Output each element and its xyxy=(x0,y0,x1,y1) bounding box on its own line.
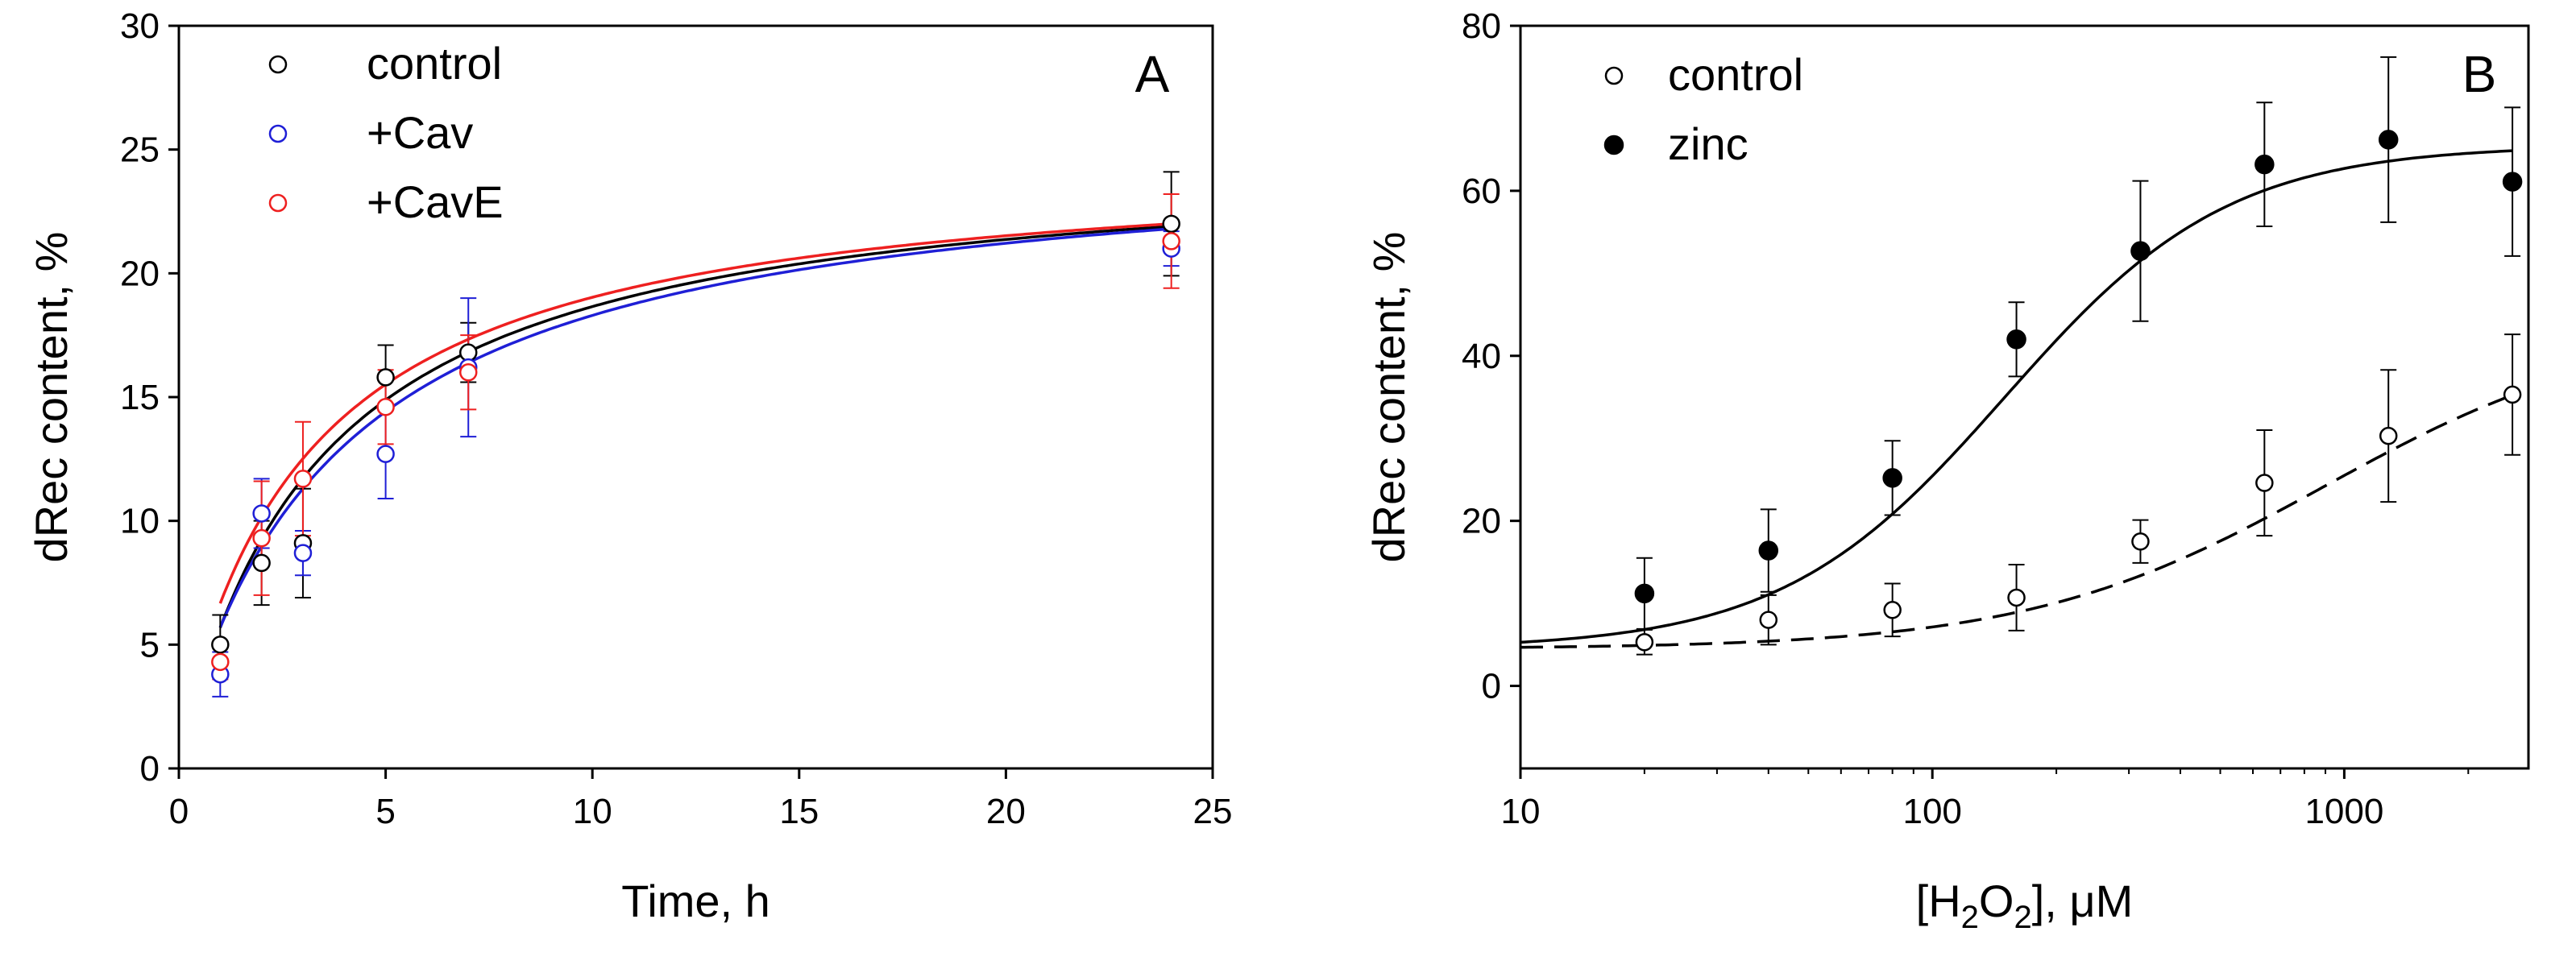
panel-b-data-point-control xyxy=(1883,601,1902,619)
panel-a-y-tick-label: 20 xyxy=(120,254,160,293)
panel-a-legend-item-cav: +Cav xyxy=(268,107,473,158)
panel-b-x-tick-label: 1000 xyxy=(2304,792,2383,831)
panel-a-data-point-cave xyxy=(376,398,395,416)
panel-a-y-axis-title: dRec content, % xyxy=(26,232,77,563)
panel-a-data-point-control xyxy=(252,553,271,573)
panel-a-legend-marker-cave xyxy=(268,193,288,213)
panel-b-data-point-control xyxy=(2131,532,2150,551)
panel-a-y-tick-label: 0 xyxy=(140,749,160,789)
panel-a-x-axis-title: Time, h xyxy=(621,876,770,926)
panel-a: 0 5 10 15 20 25 0 5 10 15 20 25 30 Time, h dRec con… xyxy=(26,6,1233,926)
panel-b-legend-marker-control xyxy=(1604,66,1624,85)
panel-b-data-point-control xyxy=(2503,385,2522,404)
panel-b-y-axis: 0 20 40 60 80 xyxy=(1462,6,1520,706)
panel-a-data-point-cave xyxy=(252,528,271,548)
panel-a-legend-label-cav: +Cav xyxy=(367,107,473,158)
panel-b-data-point-control xyxy=(1759,611,1778,629)
panel-a-data-point-cave xyxy=(1162,232,1180,250)
panel-b-data-point-zinc xyxy=(2255,154,2275,175)
panel-a-data-point-control xyxy=(1162,214,1180,234)
panel-a-legend-label-cave: +CavE xyxy=(367,176,504,227)
panel-b-x-tick-label: 10 xyxy=(1501,792,1541,831)
panel-a-letter: A xyxy=(1135,45,1170,103)
panel-a-y-tick-label: 25 xyxy=(120,130,160,170)
panel-b-y-tick-label: 0 xyxy=(1482,667,1501,706)
panel-a-y-tick-label: 10 xyxy=(120,502,160,541)
panel-a-x-tick-label: 20 xyxy=(986,792,1026,831)
panel-b-y-tick-label: 40 xyxy=(1462,337,1501,376)
panel-a-legend-marker-cav xyxy=(268,124,288,143)
panel-b-x-tick-label: 100 xyxy=(1902,792,1961,831)
panel-a-y-tick-label: 30 xyxy=(120,6,160,46)
panel-b-x-axis: 10 100 1000 xyxy=(1501,768,2470,831)
panel-a-x-axis: 0 5 10 15 20 25 xyxy=(169,768,1233,831)
panel-b-data-point-control xyxy=(2379,426,2398,445)
panel-b-plot-frame xyxy=(1519,24,2530,770)
panel-b-y-axis-title: dRec content, % xyxy=(1363,232,1414,563)
panel-b-data-point-zinc xyxy=(1634,583,1655,604)
panel-a-data-point-control xyxy=(211,636,230,654)
panel-a-data-point-cav xyxy=(376,445,395,463)
panel-a-fit-curve-control xyxy=(218,225,1172,629)
panel-b-legend-label-control: control xyxy=(1668,49,1803,100)
panel-a-x-tick-label: 0 xyxy=(169,792,189,831)
panel-a-data-point-cav xyxy=(252,504,271,523)
panel-a-y-tick-label: 15 xyxy=(120,378,160,417)
panel-b-letter: B xyxy=(2462,45,2497,103)
panel-b-data-point-zinc xyxy=(1882,468,1902,488)
panel-b: 10 100 1000 0 20 40 60 80 [H2O2], μM dRec cont… xyxy=(1363,6,2530,935)
panel-a-legend: control +Cav +CavE xyxy=(268,38,504,227)
panel-b-data-point-zinc xyxy=(2378,130,2399,150)
panel-a-y-axis: 0 5 10 15 20 25 30 xyxy=(120,6,179,789)
panel-b-y-tick-label: 80 xyxy=(1462,6,1501,46)
panel-a-legend-marker-control xyxy=(268,55,288,74)
panel-b-data-point-zinc xyxy=(2006,329,2026,350)
panel-a-data-point-control xyxy=(376,368,395,387)
panel-a-data-point-cave xyxy=(293,470,313,488)
panel-a-fit-curve-cave xyxy=(218,222,1172,604)
panel-a-fit-curve-cav xyxy=(218,227,1172,628)
panel-a-x-tick-label: 25 xyxy=(1193,792,1233,831)
panel-b-legend-item-control: control xyxy=(1604,49,1803,100)
panel-b-legend-label-zinc: zinc xyxy=(1668,118,1748,169)
panel-b-data-point-control xyxy=(1635,633,1654,652)
panel-a-data-point-cave xyxy=(211,652,230,672)
panel-b-data-point-control xyxy=(2007,588,2026,607)
panel-b-legend-marker-zinc xyxy=(1603,135,1624,155)
panel-a-x-tick-label: 10 xyxy=(573,792,612,831)
panel-a-data-point-cav xyxy=(293,544,313,562)
panel-b-data-point-zinc xyxy=(2502,172,2523,192)
panel-a-y-tick-label: 5 xyxy=(140,625,160,665)
panel-b-x-axis-title: [H2O2], μM xyxy=(1916,876,2134,935)
panel-b-fit-curve-control xyxy=(1520,393,2513,649)
panel-a-legend-label-control: control xyxy=(367,38,502,89)
panel-a-data-point-cave xyxy=(458,363,478,382)
panel-a-plot-frame xyxy=(177,24,1214,770)
panel-a-x-tick-label: 5 xyxy=(375,792,395,831)
panel-a-data-point-control xyxy=(458,343,478,362)
panel-b-data-point-zinc xyxy=(1758,540,1779,561)
panel-b-y-tick-label: 60 xyxy=(1462,172,1501,211)
panel-b-legend: control zinc xyxy=(1603,49,1803,169)
panel-b-fit-curve-zinc xyxy=(1520,149,2513,644)
panel-b-y-tick-label: 20 xyxy=(1462,502,1501,541)
panel-b-legend-item-zinc: zinc xyxy=(1603,118,1748,169)
panel-b-data-point-zinc xyxy=(2130,241,2151,261)
panel-b-data-point-control xyxy=(2255,474,2274,492)
panel-a-legend-item-control: control xyxy=(268,38,502,89)
panel-a-x-tick-label: 15 xyxy=(779,792,819,831)
panel-a-legend-item-cave: +CavE xyxy=(268,176,504,227)
